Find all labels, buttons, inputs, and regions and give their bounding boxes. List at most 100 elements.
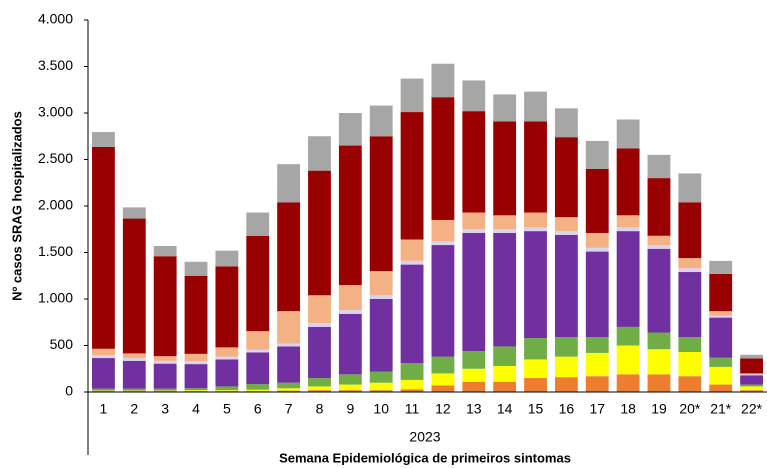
bar-segment xyxy=(338,310,362,314)
bar-segment xyxy=(462,229,486,233)
y-tick-label: 4.000 xyxy=(38,11,73,27)
bar-segment xyxy=(122,360,146,389)
bar-segment xyxy=(678,268,702,273)
bar-segment xyxy=(308,323,331,327)
bar-segment xyxy=(709,315,733,318)
bar-segment xyxy=(308,378,331,387)
bar-segment xyxy=(616,227,640,232)
bar-segment xyxy=(493,121,517,216)
bar-segment xyxy=(431,63,455,98)
bar-segment xyxy=(122,388,146,391)
bar-segment xyxy=(277,346,301,383)
bar-segment xyxy=(369,105,393,137)
bar-segment xyxy=(400,379,424,390)
bar-segment xyxy=(369,382,393,391)
bar-segment xyxy=(493,229,517,233)
bar-segment xyxy=(215,386,239,391)
bar-segment xyxy=(215,266,239,348)
bar-segment xyxy=(122,353,146,359)
x-tick-label: 10 xyxy=(373,401,389,417)
bar-segment xyxy=(462,232,486,352)
x-tick-label: 7 xyxy=(285,401,293,417)
bar-segment xyxy=(215,359,239,387)
x-tick-label: 18 xyxy=(620,401,636,417)
bar-segment xyxy=(184,364,208,389)
bar-segment xyxy=(215,250,239,267)
bar-segment xyxy=(462,368,486,382)
bar-segment xyxy=(647,248,671,333)
bar-segment xyxy=(709,317,733,358)
bar-segment xyxy=(431,219,455,242)
bar-segment xyxy=(338,145,362,286)
bar-segment xyxy=(184,361,208,365)
bar-segment xyxy=(585,232,609,248)
bar-segment xyxy=(462,381,486,392)
x-tick-label: 15 xyxy=(528,401,544,417)
bar-segment xyxy=(184,388,208,391)
bar-segment xyxy=(709,384,733,392)
bar-segment xyxy=(153,256,177,357)
y-tick-label: 2.500 xyxy=(38,150,73,166)
y-tick-label: 2.000 xyxy=(38,197,73,213)
bar-segment xyxy=(369,136,393,272)
bar-segment xyxy=(616,374,640,392)
bar-segment xyxy=(524,378,547,392)
x-tick-label: 14 xyxy=(497,401,513,417)
bar-segment xyxy=(153,245,177,257)
x-tick-label: 21* xyxy=(710,401,732,417)
bar-segment xyxy=(92,348,115,356)
bar-segment xyxy=(400,264,424,364)
bar-segment xyxy=(524,91,547,122)
bar-segment xyxy=(678,272,702,338)
x-tick-label: 17 xyxy=(589,401,605,417)
x-axis-label: Semana Epidemiológica de primeiros sinto… xyxy=(279,450,571,465)
bar-segment xyxy=(92,355,115,359)
bar-segment xyxy=(524,338,547,360)
bar-segment xyxy=(338,313,362,375)
x-tick-label: 8 xyxy=(316,401,324,417)
bar-segment xyxy=(616,148,640,216)
y-tick-label: 3.000 xyxy=(38,104,73,120)
bar-segment xyxy=(616,326,640,346)
bar-segment xyxy=(246,212,270,236)
x-tick-label: 16 xyxy=(559,401,575,417)
bar-segment xyxy=(740,374,763,376)
bar-segment xyxy=(493,232,517,347)
x-tick-label: 6 xyxy=(254,401,262,417)
bar-segment xyxy=(709,357,733,367)
bar-segment xyxy=(122,358,146,361)
bar-segment xyxy=(554,231,578,235)
bar-segment xyxy=(400,363,424,380)
bar-segment xyxy=(462,351,486,369)
bar-segment xyxy=(585,140,609,169)
bar-segment xyxy=(308,386,331,391)
bar-segment xyxy=(369,390,393,392)
x-tick-label: 22* xyxy=(741,401,763,417)
bar-segment xyxy=(740,354,763,359)
bar-segment xyxy=(153,360,177,364)
bar-segment xyxy=(431,373,455,386)
bar-segment xyxy=(740,390,763,392)
bar-segment xyxy=(246,331,270,350)
x-tick-label: 13 xyxy=(466,401,482,417)
bar-segment xyxy=(678,376,702,392)
bar-segment xyxy=(554,108,578,138)
bar-segment xyxy=(369,299,393,372)
bar-segment xyxy=(369,271,393,296)
bar-segment xyxy=(462,111,486,213)
bar-segment xyxy=(338,390,362,392)
bar-segment xyxy=(462,80,486,112)
bar-segment xyxy=(647,332,671,350)
bar-segment xyxy=(277,311,301,344)
bar-segment xyxy=(184,390,208,392)
bar-segment xyxy=(277,164,301,203)
bar-segment xyxy=(400,112,424,240)
bar-segment xyxy=(647,245,671,249)
bar-segment xyxy=(493,346,517,366)
bar-segment xyxy=(740,375,763,385)
bar-segment xyxy=(616,119,640,149)
bar-segment xyxy=(308,326,331,379)
bar-segment xyxy=(122,207,146,219)
bar-segment xyxy=(92,388,115,391)
